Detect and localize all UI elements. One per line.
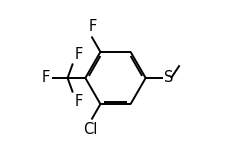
Text: S: S (164, 71, 174, 85)
Text: Cl: Cl (84, 122, 98, 137)
Text: F: F (42, 71, 50, 85)
Text: F: F (88, 19, 96, 34)
Text: F: F (74, 94, 83, 109)
Text: F: F (74, 47, 83, 62)
